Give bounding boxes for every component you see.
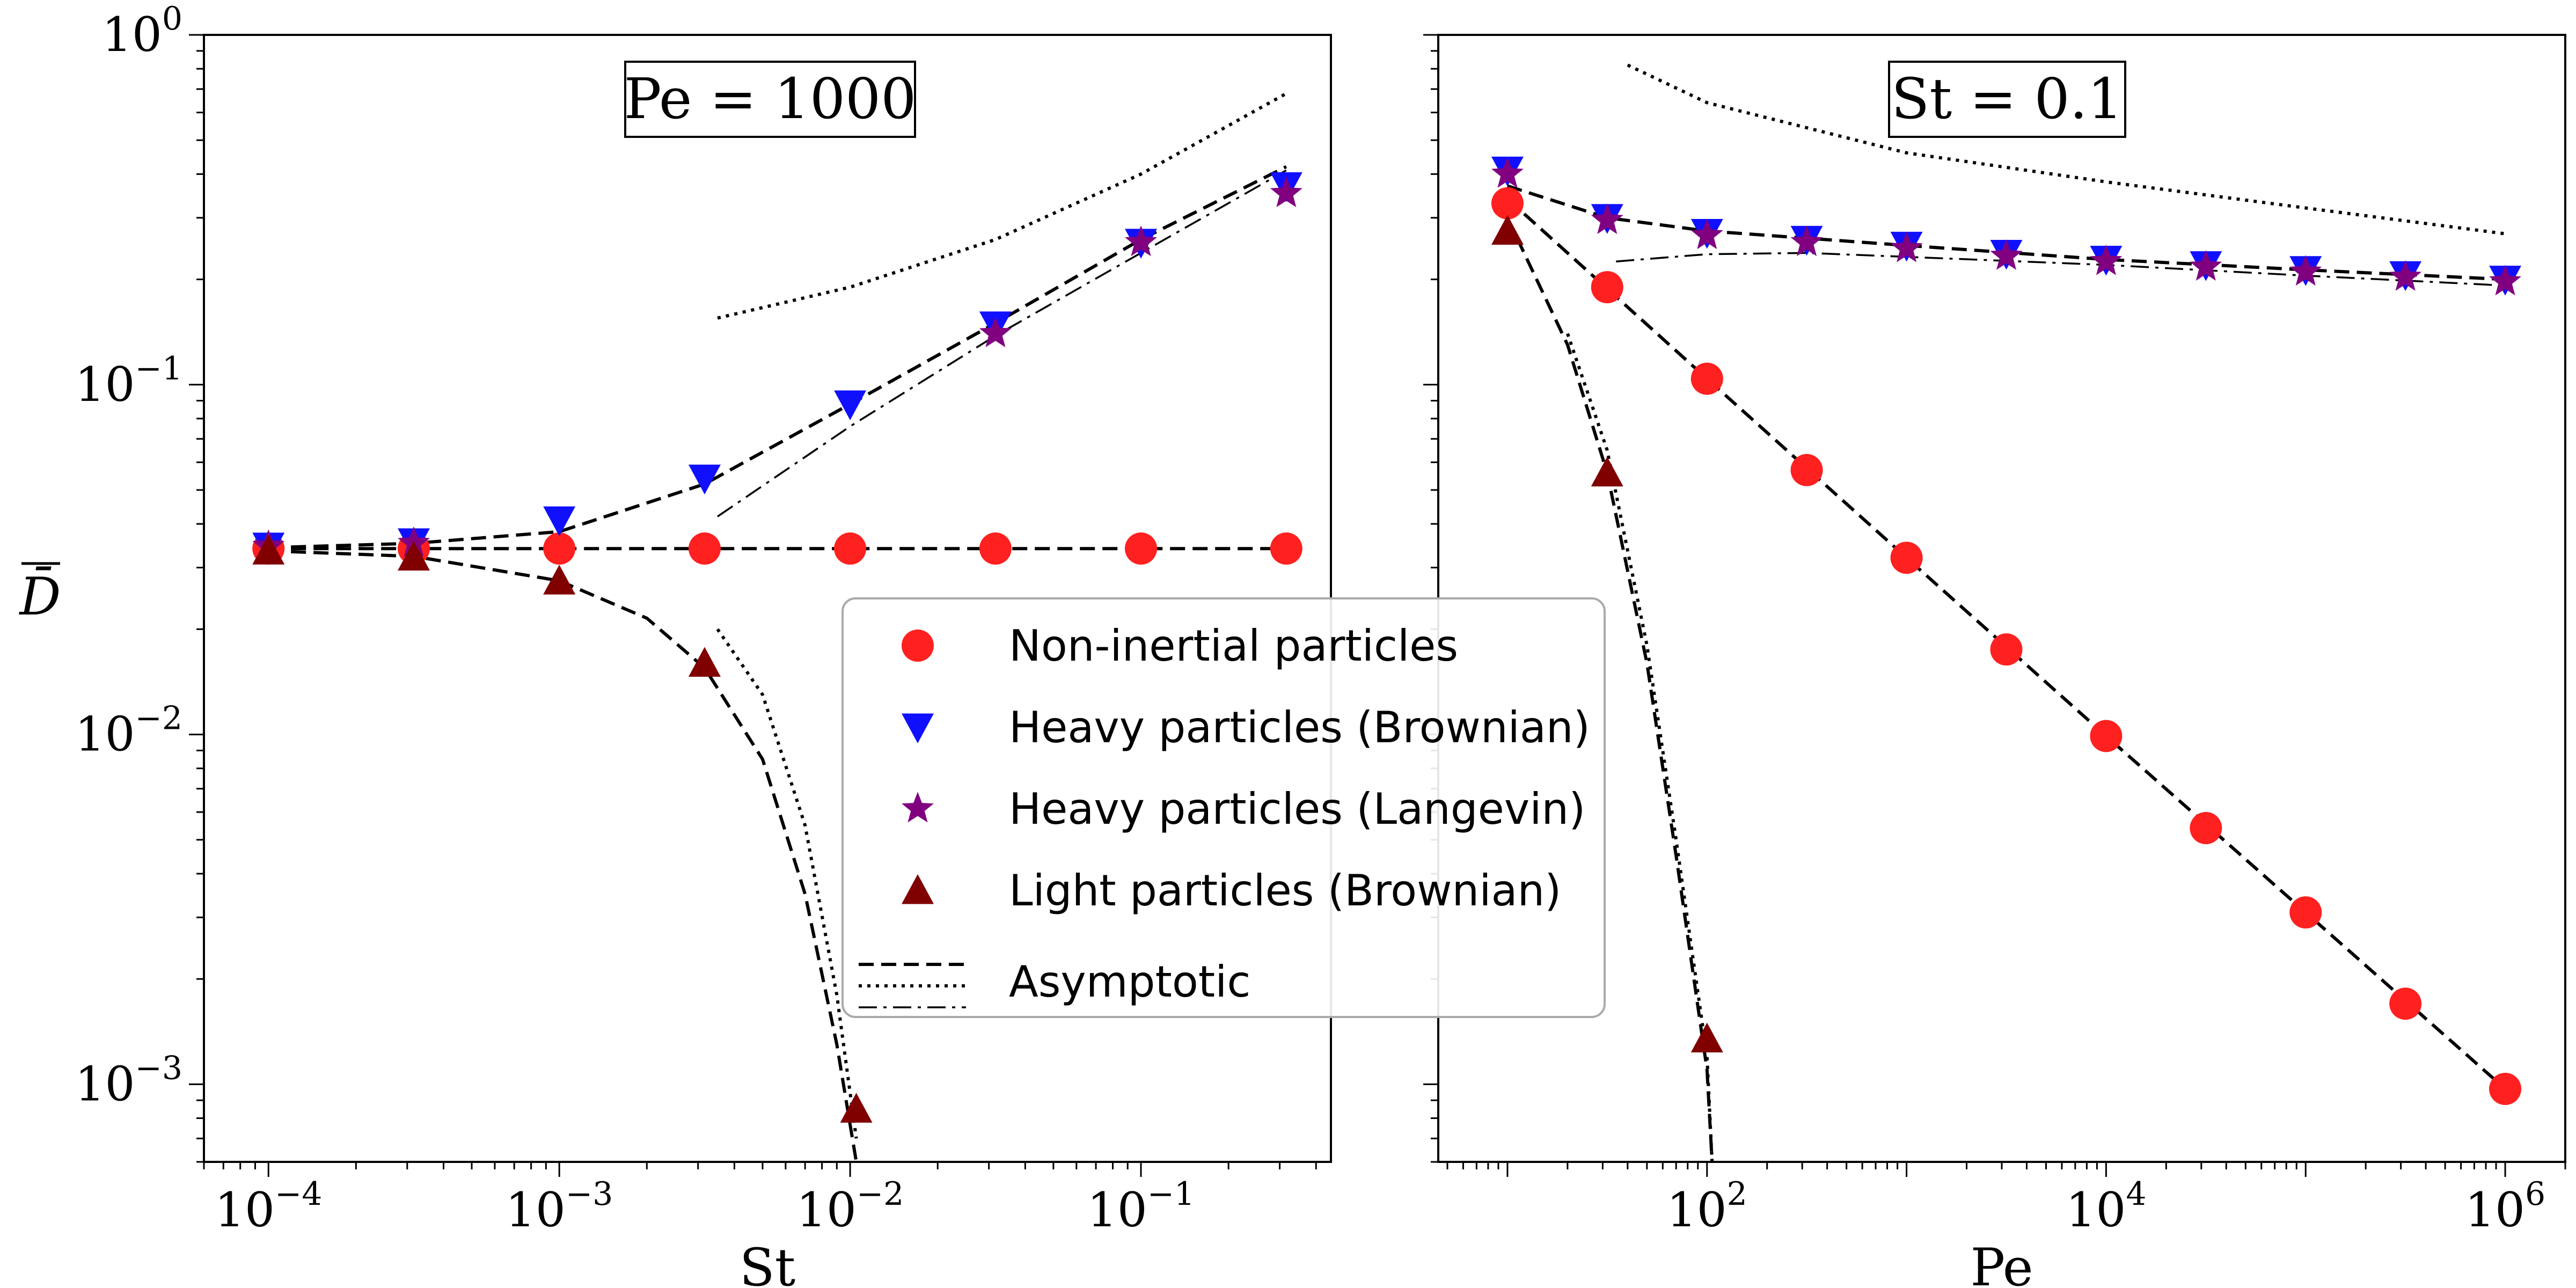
marker-star <box>1125 225 1157 257</box>
marker-triangle-up <box>1690 1022 1723 1052</box>
marker-circle <box>1690 362 1723 395</box>
left-x-tick-label: 10−3 <box>506 1175 613 1238</box>
legend-marker-circle <box>902 630 934 662</box>
left-y-tick-label: 10−3 <box>75 1049 182 1111</box>
marker-triangle-down <box>688 464 721 495</box>
marker-star <box>2190 250 2222 281</box>
marker-circle <box>979 532 1012 565</box>
left-x-tick-label: 10−2 <box>796 1175 904 1238</box>
legend-entries: Non-inertial particles Heavy particles (B… <box>859 621 1590 1008</box>
asymptotic-dotted-line <box>716 628 858 1139</box>
right-panel-title: St = 0.1 <box>1888 61 2126 138</box>
marker-circle <box>2489 1073 2522 1106</box>
marker-circle <box>1790 453 1823 486</box>
y-axis-label-text: D̄ <box>19 567 61 627</box>
marker-star <box>2389 260 2422 291</box>
right-x-tick-label: 106 <box>2465 1175 2545 1238</box>
marker-star <box>2289 255 2322 286</box>
marker-circle <box>543 532 576 565</box>
marker-triangle-up <box>1491 215 1524 245</box>
marker-circle <box>1591 271 1623 304</box>
marker-triangle-up <box>688 647 721 677</box>
legend-label: Heavy particles (Langevin) <box>1009 784 1585 834</box>
marker-star <box>2090 244 2123 275</box>
left-ticks <box>189 34 1317 1177</box>
left-x-axis-label: St <box>740 1238 795 1288</box>
marker-triangle-up <box>1591 456 1623 487</box>
marker-circle <box>2389 987 2422 1020</box>
right-tick-labels: 102 104 106 <box>1667 1175 2545 1238</box>
asymptotic-dashed-line <box>1506 217 1714 1162</box>
marker-triangle-down <box>834 390 867 420</box>
legend-marker-triangle-up <box>902 874 934 904</box>
marker-circle <box>1125 532 1158 565</box>
legend-label: Non-inertial particles <box>1009 621 1458 671</box>
marker-circle <box>1990 633 2023 666</box>
marker-circle <box>2289 896 2322 929</box>
marker-star <box>1591 203 1623 235</box>
legend: Non-inertial particles Heavy particles (B… <box>841 597 1606 1018</box>
left-panel-title: Pe = 1000 <box>624 61 917 138</box>
marker-star <box>2489 265 2521 296</box>
marker-triangle-up <box>543 565 576 595</box>
left-x-tick-label: 10−4 <box>215 1175 322 1238</box>
right-x-axis-label: Pe <box>1970 1238 2033 1288</box>
marker-star <box>979 317 1012 347</box>
legend-label: Light particles (Brownian) <box>1009 866 1561 916</box>
legend-asymptotic-label: Asymptotic <box>1009 957 1250 1007</box>
marker-triangle-up <box>840 1093 873 1123</box>
marker-circle <box>1491 187 1524 219</box>
marker-star <box>1491 157 1524 188</box>
marker-triangle-up <box>252 535 285 565</box>
marker-circle <box>688 532 721 565</box>
marker-circle <box>1270 532 1302 565</box>
y-axis-label: D̄ <box>19 562 61 627</box>
left-y-tick-label: 10−1 <box>75 350 182 412</box>
right-x-tick-label: 102 <box>1667 1175 1747 1238</box>
marker-star <box>1690 218 1723 250</box>
left-panel: 10−4 10−3 10−2 10−1 100 10−1 10−2 10−3 Pe = 100… <box>19 0 1332 1288</box>
marker-circle <box>1890 541 1923 574</box>
marker-circle <box>2090 720 2123 752</box>
marker-star <box>1890 231 1923 262</box>
marker-star <box>1270 177 1302 207</box>
marker-circle <box>834 532 867 565</box>
right-panel: 102 104 106 St = 0.1 Pe <box>1423 34 2566 1288</box>
asymptotic-dashdot-line <box>717 169 1287 517</box>
legend-box <box>841 597 1606 1018</box>
legend-marker-triangle-down <box>902 713 934 743</box>
left-data-markers <box>252 172 1302 1123</box>
right-data-markers <box>1491 156 2522 1106</box>
marker-star <box>1790 225 1823 257</box>
left-title-text: Pe = 1000 <box>624 66 917 131</box>
asymptotic-dashed-line <box>268 165 1287 550</box>
marker-triangle-down <box>543 506 576 537</box>
asymptotic-dotted-line <box>1627 63 2506 236</box>
left-x-tick-label: 10−1 <box>1087 1175 1195 1238</box>
asymptotic-dashed-line <box>1506 197 2507 1091</box>
marker-triangle-up <box>398 540 430 571</box>
marker-star <box>1990 239 2023 270</box>
left-tick-labels: 10−4 10−3 10−2 10−1 100 10−1 10−2 10−3 <box>75 0 1195 1238</box>
left-y-tick-label: 10−2 <box>75 700 182 762</box>
right-x-tick-label: 104 <box>2066 1175 2146 1238</box>
legend-label: Heavy particles (Brownian) <box>1009 702 1590 752</box>
legend-marker-star <box>902 792 934 823</box>
marker-circle <box>2190 812 2222 845</box>
left-y-tick-label: 100 <box>102 0 182 62</box>
right-title-text: St = 0.1 <box>1891 66 2123 131</box>
